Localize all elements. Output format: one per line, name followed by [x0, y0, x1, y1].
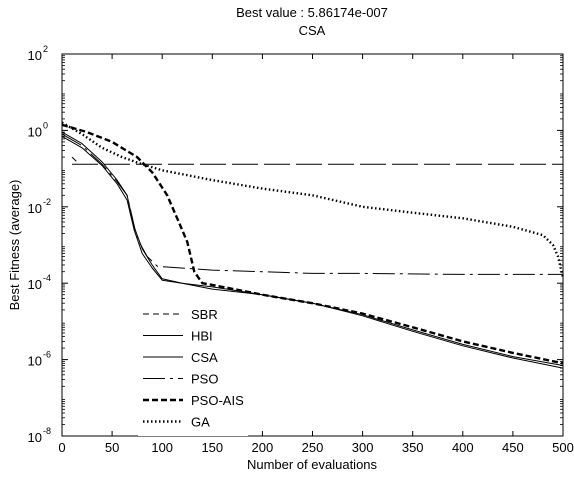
y-tick-exponent: -8 — [43, 426, 51, 436]
series-line-pso-ais — [61, 123, 564, 365]
series-line-pso — [61, 133, 563, 275]
legend: SBR HBI CSA PSO PSO-AIS GA — [138, 306, 248, 436]
y-tick-label: 10 0 — [28, 120, 48, 139]
y-tick-label: 10 -6 — [28, 350, 51, 369]
legend-box — [138, 306, 248, 436]
x-tick-label: 150 — [201, 440, 223, 455]
y-tick-exponent: 0 — [43, 120, 48, 130]
x-tick-label: 200 — [252, 440, 274, 455]
chart-title: Best value : 5.86174e-007 — [236, 5, 388, 20]
y-tick-base: 10 — [28, 124, 42, 139]
plot-area — [61, 121, 565, 369]
x-tick-label: 400 — [452, 440, 474, 455]
series-line-sbr — [71, 156, 78, 163]
y-tick-base: 10 — [28, 430, 42, 445]
y-tick-exponent: -2 — [43, 197, 51, 207]
y-tick-label: 10 -4 — [28, 273, 51, 292]
x-tick-label: 250 — [302, 440, 324, 455]
x-axis-label: Number of evaluations — [247, 457, 378, 472]
legend-label: PSO-AIS — [191, 393, 244, 408]
series-line-hbi — [61, 131, 564, 366]
y-tick-base: 10 — [28, 277, 42, 292]
y-tick-exponent: 2 — [43, 44, 48, 54]
y-tick-base: 10 — [28, 354, 42, 369]
chart-subtitle: CSA — [299, 23, 326, 38]
y-tick-exponent: -4 — [43, 273, 51, 283]
x-tick-label: 350 — [402, 440, 424, 455]
legend-label: GA — [191, 415, 210, 430]
x-tick-label: 50 — [105, 440, 119, 455]
x-tick-label: 300 — [352, 440, 374, 455]
y-tick-exponent: -6 — [43, 350, 51, 360]
x-axis: 0 50 100 150 200 250 300 350 400 450 500 — [58, 54, 574, 455]
legend-label: HBI — [191, 329, 213, 344]
legend-label: PSO — [191, 372, 218, 387]
y-tick-base: 10 — [28, 48, 42, 63]
x-tick-label: 0 — [58, 440, 65, 455]
x-tick-label: 500 — [552, 440, 574, 455]
y-tick-label: 10 -2 — [28, 197, 51, 216]
series-line-ga — [61, 121, 565, 278]
y-tick-base: 10 — [28, 201, 42, 216]
x-tick-label: 450 — [502, 440, 524, 455]
legend-label: CSA — [191, 350, 218, 365]
y-tick-label: 10 -8 — [28, 426, 51, 445]
legend-label: SBR — [191, 307, 218, 322]
series-line-csa — [61, 135, 564, 369]
y-tick-label: 10 2 — [28, 44, 48, 63]
x-tick-label: 100 — [151, 440, 173, 455]
y-axis-label: Best Fitness (average) — [7, 180, 22, 311]
